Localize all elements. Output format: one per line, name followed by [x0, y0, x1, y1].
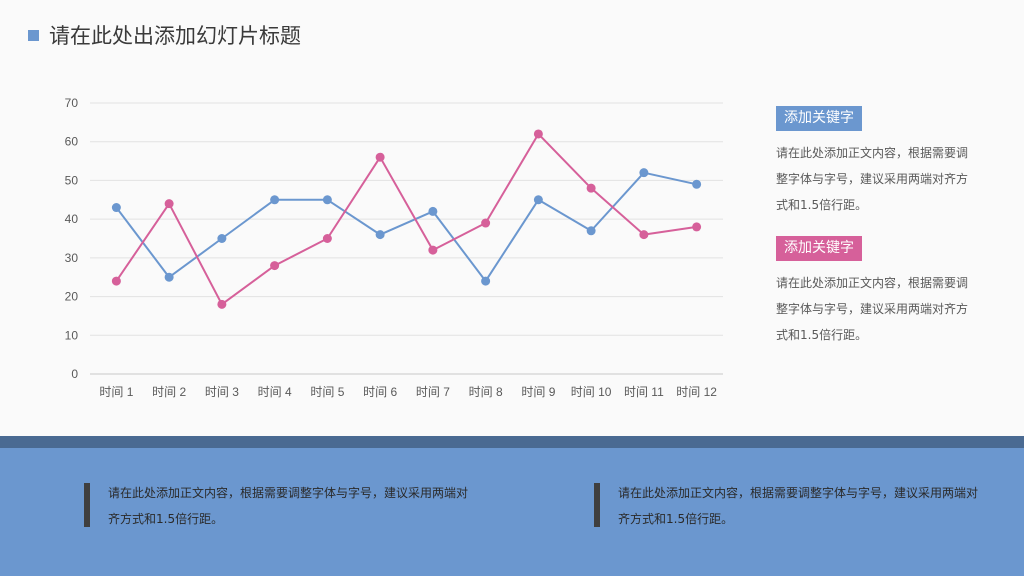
series-1-point	[639, 168, 649, 178]
x-tick-label: 时间 10	[571, 385, 612, 399]
series-1-point	[375, 230, 385, 240]
series-1-point	[217, 234, 227, 243]
series-2-point	[322, 234, 332, 243]
x-tick-label: 时间 3	[205, 385, 239, 399]
y-tick-label: 40	[65, 212, 79, 226]
keyword-tag-2: 添加关键字	[776, 236, 862, 261]
series-1-point	[481, 276, 491, 286]
footer-text-2: 请在此处添加正文内容，根据需要调整字体与字号，建议采用两端对齐方式和1.5倍行距…	[618, 486, 979, 526]
series-1-point	[428, 206, 438, 216]
y-tick-label: 50	[65, 173, 79, 187]
footer-text-1: 请在此处添加正文内容，根据需要调整字体与字号，建议采用两端对齐方式和1.5倍行距…	[108, 486, 469, 526]
series-1-line	[115, 171, 697, 283]
series-2-point	[164, 199, 174, 209]
series-2-point	[533, 129, 543, 139]
x-tick-label: 时间 12	[676, 385, 717, 399]
y-tick-label: 10	[65, 328, 79, 342]
series-1-point	[270, 195, 280, 205]
series-1-point	[533, 195, 543, 205]
series-1-point	[586, 226, 596, 236]
y-tick-label: 60	[65, 135, 79, 149]
y-tick-label: 0	[71, 367, 78, 381]
keyword-tag-1: 添加关键字	[776, 106, 862, 131]
x-tick-label: 时间 11	[624, 385, 664, 399]
footer-accent-bar-1	[84, 483, 90, 527]
series-2-point	[375, 152, 385, 162]
x-tick-label: 时间 2	[152, 385, 186, 399]
series-1-point	[692, 179, 702, 189]
series-2-point	[270, 261, 280, 271]
series-2-point	[428, 245, 438, 255]
y-tick-label: 30	[65, 251, 79, 265]
y-tick-label: 70	[65, 96, 79, 110]
series-1-point	[164, 272, 174, 282]
x-tick-label: 时间 4	[258, 385, 292, 399]
series-2-point	[639, 230, 649, 240]
footer-accent-bar-2	[594, 483, 600, 527]
line-chart: 0 10 20 30 40 50 60 70 时间 1 时间 2 时间 3 时间 4 时间 5 时间 6 时…	[65, 96, 723, 399]
footer-divider-band	[0, 436, 1024, 448]
x-tick-label: 时间 7	[416, 385, 450, 399]
series-2-point	[692, 222, 702, 232]
y-tick-label: 20	[65, 290, 79, 304]
series-1-point	[111, 203, 121, 213]
footer-panel	[0, 448, 1024, 576]
series-1-point	[322, 195, 332, 205]
side-text-1: 请在此处添加正文内容，根据需要调整字体与字号，建议采用两端对齐方式和1.5倍行距…	[776, 146, 969, 212]
series-2-point	[481, 218, 491, 228]
title-marker	[28, 30, 39, 41]
x-tick-label: 时间 9	[521, 385, 555, 399]
x-tick-label: 时间 8	[469, 385, 503, 399]
series-2-point	[111, 276, 121, 286]
series-2-line	[115, 132, 697, 306]
x-tick-label: 时间 1	[99, 385, 133, 399]
slide-title: 请在此处出添加幻灯片标题	[49, 24, 301, 48]
side-text-2: 请在此处添加正文内容，根据需要调整字体与字号，建议采用两端对齐方式和1.5倍行距…	[776, 276, 969, 342]
series-2-point	[586, 183, 596, 193]
x-tick-label: 时间 5	[310, 385, 344, 399]
series-2-point	[217, 299, 227, 309]
x-tick-label: 时间 6	[363, 385, 397, 399]
